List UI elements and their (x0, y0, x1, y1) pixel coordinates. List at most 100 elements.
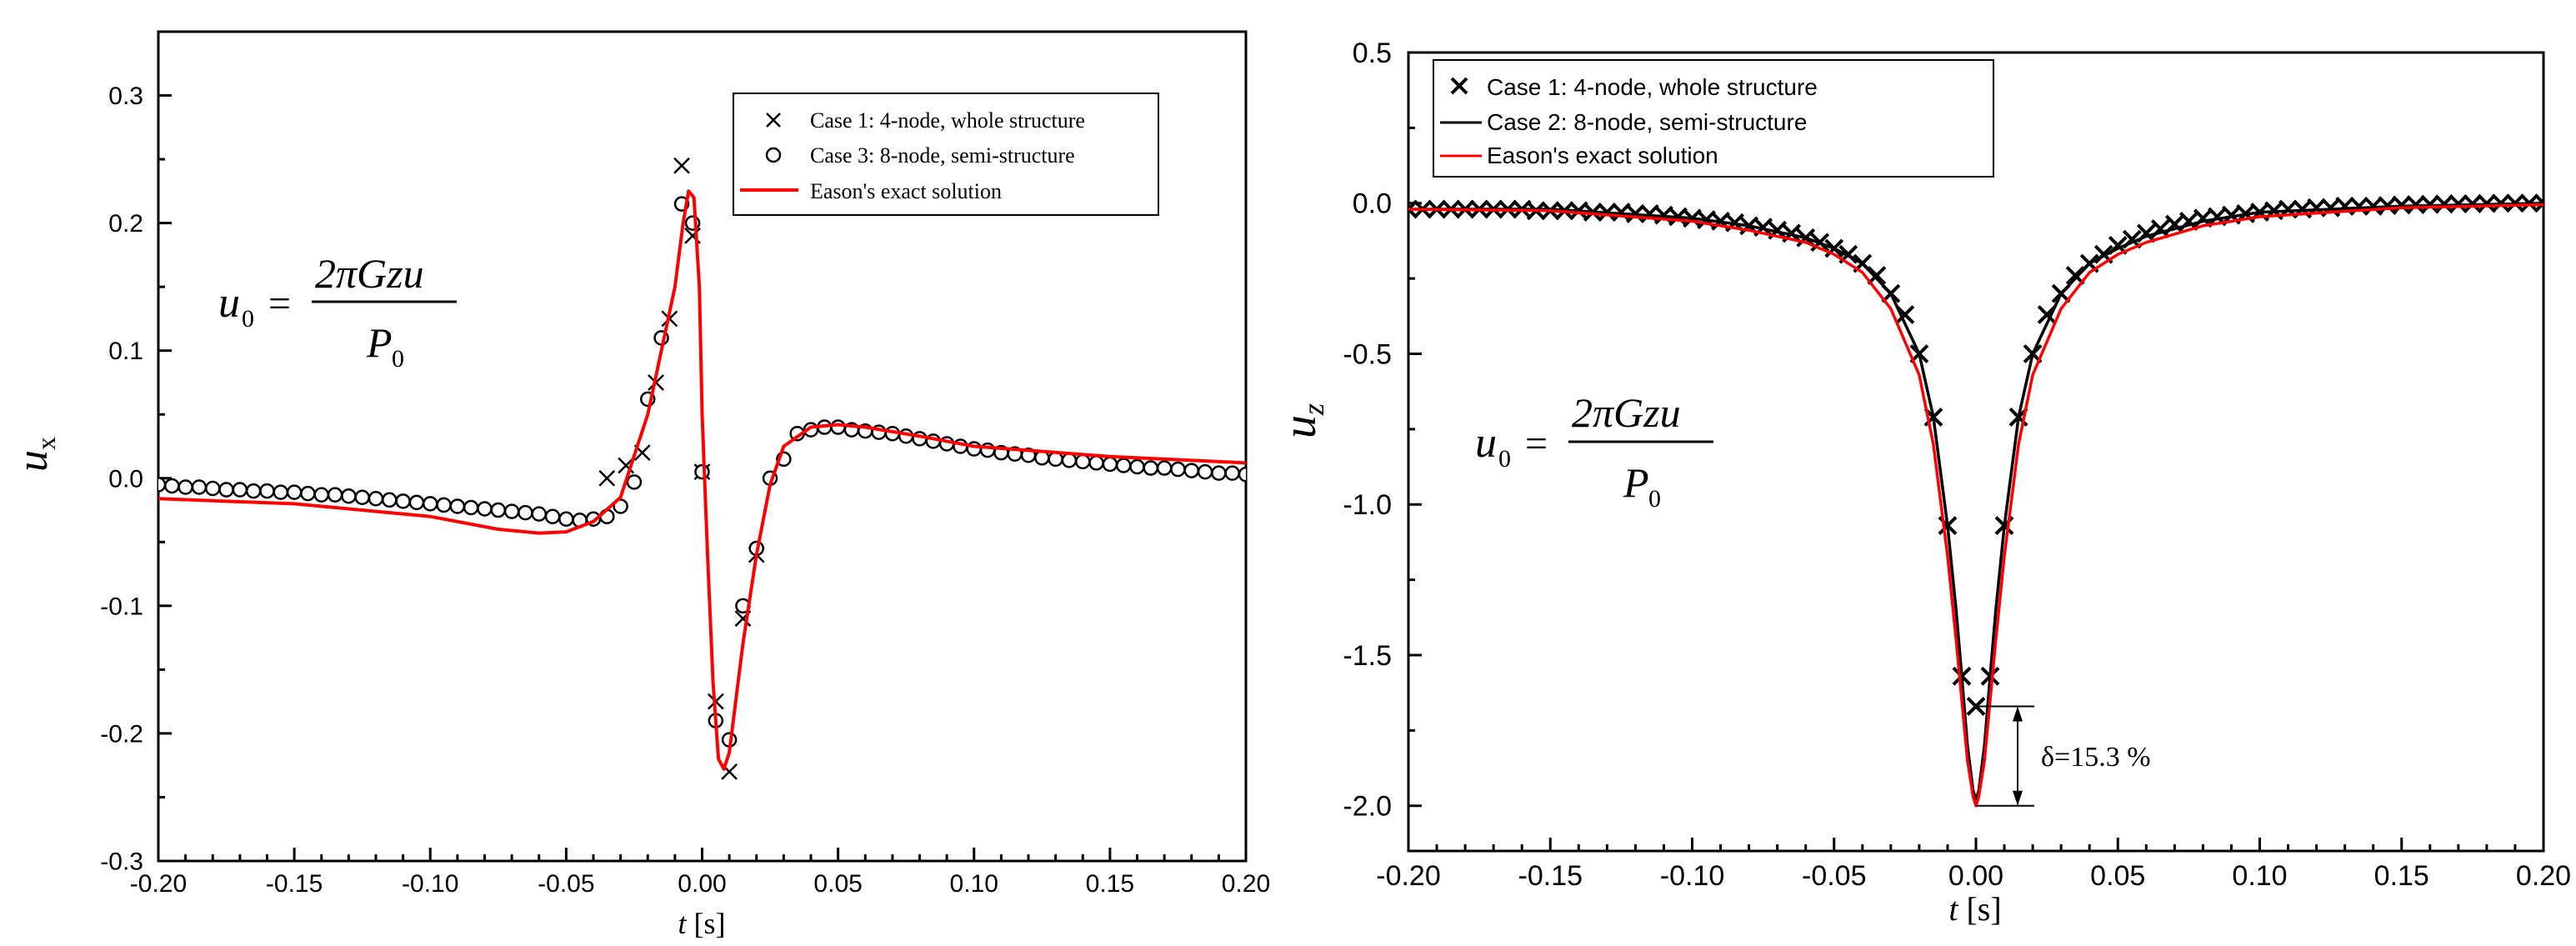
formula-denominator: P (366, 319, 393, 366)
data-point-circle (273, 484, 289, 500)
x-tick-label: -0.20 (1376, 860, 1441, 892)
data-point-circle (1061, 453, 1078, 468)
legend-item-exact: Eason's exact solution (1440, 143, 1718, 168)
y-axis-label: ux (9, 437, 61, 472)
x-tick-label: -0.15 (1518, 860, 1583, 892)
y-axis-label-sub: z (1297, 403, 1330, 416)
data-point-circle (368, 491, 384, 507)
y-tick-label: 0.3 (108, 83, 143, 110)
legend-label-case1: Case 1: 4-node, whole structure (810, 108, 1085, 133)
data-point-circle (218, 482, 234, 498)
formula-denominator-sub: 0 (392, 345, 404, 373)
legend-label-case2: Case 2: 8-node, semi-structure (1487, 109, 1807, 135)
legend-marker-x (1450, 77, 1468, 95)
data-point-x (1408, 199, 1418, 219)
x-tick-label: 0.00 (1948, 860, 2003, 892)
x-tick-label: -0.05 (538, 870, 594, 898)
data-point-circle (694, 463, 710, 480)
delta-annotation: δ=15.3 % (1976, 705, 2151, 807)
tick-marks (157, 94, 1248, 863)
legend-label-exact: Eason's exact solution (1487, 143, 1718, 168)
x-axis-label-t: t (678, 907, 687, 940)
data-point-circle (1197, 463, 1213, 480)
formula-denominator-sub: 0 (1648, 485, 1661, 513)
data-point-circle (178, 479, 193, 495)
series-line (158, 189, 1246, 771)
x-tick-label: -0.10 (1660, 860, 1725, 892)
formula-lhs: u (218, 279, 240, 327)
formula-numerator: 2πGzu (1572, 389, 1681, 436)
annotation-arrow-head-up (2013, 706, 2023, 722)
x-tick-label: -0.05 (1802, 860, 1867, 892)
formula-lhs: u (1475, 419, 1497, 467)
data-point-circle (477, 501, 493, 517)
y-tick-label: 0.0 (1353, 188, 1392, 220)
y-axis-label: uz (1274, 403, 1330, 438)
legend-item-case1: Case 1: 4-node, whole structure (1450, 74, 1818, 100)
data-point-circle (613, 498, 628, 514)
data-point-x (598, 469, 616, 487)
data-point-circle (1115, 458, 1132, 473)
data-point-circle (518, 504, 533, 521)
data-point-circle (436, 497, 452, 513)
data-point-circle (395, 493, 411, 509)
x-tick-label: 0.15 (2374, 860, 2429, 892)
x-tick-label: 0.10 (950, 870, 998, 898)
data-point-circle (1129, 458, 1145, 475)
y-tick-label: 0.0 (108, 465, 143, 493)
chart-panel-uz: -0.20 -0.15 -0.10 -0.05 0.00 0.05 0.10 0.15 0.20… (1274, 38, 2571, 928)
y-tick-label: -0.5 (1343, 338, 1392, 370)
data-point-circle (341, 488, 357, 504)
x-tick-label: -0.15 (266, 870, 323, 898)
y-tick-label: -0.3 (100, 848, 143, 876)
annotation-text: δ=15.3 % (2041, 742, 2151, 773)
legend-item-case1: Case 1: 4-node, whole structure (766, 108, 1085, 133)
data-point-circle (245, 483, 262, 499)
formula-equals: = (1525, 422, 1548, 466)
chart-panel-ux: -0.20 -0.15 -0.10 -0.05 0.00 0.05 0.10 0.15 0.20… (9, 30, 1270, 940)
series-line (1408, 203, 2543, 808)
data-point-x (673, 157, 690, 174)
x-axis-label: t [s] (1948, 890, 2001, 928)
x-axis-label: t [s] (678, 907, 725, 940)
y-axis-label-main: u (9, 450, 57, 472)
y-tick-label: -2.0 (1343, 791, 1392, 823)
legend-item-case2: Case 2: 8-node, semi-structure (1440, 109, 1807, 135)
data-point-circle (205, 480, 221, 497)
data-point-circle (164, 478, 180, 494)
series-group (1408, 193, 2543, 808)
series-line (1408, 202, 2543, 802)
legend-box (733, 93, 1159, 216)
formula-numerator: 2πGzu (315, 250, 424, 297)
data-point-circle (1238, 466, 1246, 483)
y-tick-labels: -2.0 -1.5 -1.0 -0.5 0.0 0.5 (1343, 38, 1392, 823)
x-axis-label-t: t (1948, 890, 1958, 928)
legend-marker-x (766, 113, 781, 128)
data-point-circle (830, 419, 846, 435)
formula: u 0 = 2πGzu P 0 (1475, 389, 1713, 513)
data-point-circle (286, 484, 303, 500)
y-tick-label: -1.5 (1343, 640, 1392, 672)
legend: Case 1: 4-node, whole structure Case 3: … (733, 93, 1159, 216)
y-tick-labels: -0.3 -0.2 -0.1 0.0 0.1 0.2 0.3 (100, 83, 143, 875)
data-point-circle (463, 499, 479, 516)
data-point-circle (1170, 461, 1186, 478)
legend: Case 1: 4-node, whole structure Case 2: … (1433, 59, 1994, 178)
x-tick-label: 0.20 (1222, 870, 1270, 898)
data-point-circle (1156, 460, 1173, 476)
x-tick-label: -0.20 (130, 870, 187, 898)
series-group (158, 157, 1246, 780)
legend-label-case3: Case 3: 8-node, semi-structure (810, 143, 1075, 168)
data-point-circle (490, 502, 507, 518)
y-tick-label: 0.5 (1353, 38, 1392, 69)
legend-label-exact: Eason's exact solution (810, 179, 1002, 203)
legend-item-case3: Case 3: 8-node, semi-structure (765, 143, 1075, 168)
legend-item-exact: Eason's exact solution (740, 179, 1002, 203)
data-point-circle (1088, 455, 1104, 471)
data-point-circle (313, 487, 329, 503)
data-point-circle (544, 508, 561, 524)
y-tick-label: 0.2 (108, 210, 143, 238)
x-tick-labels: -0.20 -0.15 -0.10 -0.05 0.00 0.05 0.10 0.15 0.20 (130, 870, 1270, 898)
x-tick-label: 0.00 (678, 870, 726, 898)
